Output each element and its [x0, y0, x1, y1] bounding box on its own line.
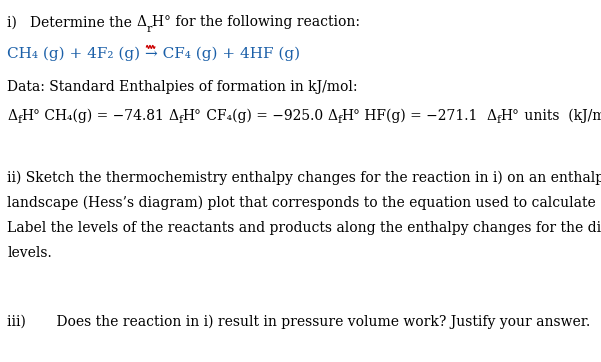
Text: Δ: Δ: [169, 109, 178, 123]
Text: r: r: [147, 24, 152, 34]
Text: Label the levels of the reactants and products along the enthalpy changes for th: Label the levels of the reactants and pr…: [7, 221, 601, 235]
Text: H° for the following reaction:: H° for the following reaction:: [152, 15, 360, 29]
Text: Δ: Δ: [327, 109, 337, 123]
Text: H°: H°: [501, 109, 520, 123]
Text: CF₄(g) = −925.0: CF₄(g) = −925.0: [202, 109, 327, 123]
Text: H°: H°: [22, 109, 40, 123]
Text: Δ: Δ: [7, 109, 17, 123]
Text: Δ: Δ: [486, 109, 496, 123]
Text: Data: Standard Enthalpies of formation in kJ/mol:: Data: Standard Enthalpies of formation i…: [7, 80, 358, 94]
Text: H°: H°: [183, 109, 202, 123]
Text: ii) Sketch the thermochemistry enthalpy changes for the reaction in i) on an ent: ii) Sketch the thermochemistry enthalpy …: [7, 170, 601, 185]
Text: levels.: levels.: [7, 246, 52, 260]
Text: i)   Determine the: i) Determine the: [7, 15, 136, 29]
Text: H°: H°: [341, 109, 361, 123]
Text: landscape (Hess’s diagram) plot that corresponds to the equation used to calcula: landscape (Hess’s diagram) plot that cor…: [7, 195, 600, 210]
Text: units  (kJ/mol): units (kJ/mol): [520, 109, 601, 123]
Text: CH₄ (g) + 4F₂ (g) → CF₄ (g) + 4HF (g): CH₄ (g) + 4F₂ (g) → CF₄ (g) + 4HF (g): [7, 47, 300, 62]
Text: f: f: [496, 115, 501, 125]
Text: f: f: [178, 115, 183, 125]
Text: iii)       Does the reaction in i) result in pressure volume work? Justify your : iii) Does the reaction in i) result in p…: [7, 315, 590, 329]
Text: Δ: Δ: [136, 15, 147, 29]
Text: f: f: [337, 115, 341, 125]
Text: CH₄(g) = −74.81: CH₄(g) = −74.81: [40, 109, 169, 123]
Text: f: f: [17, 115, 22, 125]
Text: Δ: Δ: [600, 195, 601, 210]
Text: HF(g) = −271.1: HF(g) = −271.1: [361, 109, 486, 123]
